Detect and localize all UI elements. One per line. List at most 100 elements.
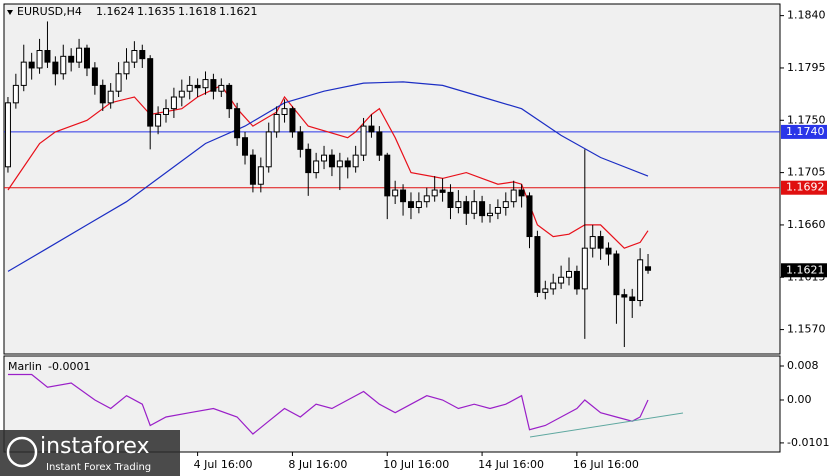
candle-body (226, 84, 233, 110)
candle-body (202, 79, 209, 89)
level-label: 1.1692 (786, 181, 825, 194)
chart-title: EURUSD,H4 (17, 5, 82, 18)
plot-layer: 1.18401.17951.17501.17051.16601.16151.15… (4, 9, 829, 471)
level-tag (781, 180, 827, 195)
candle-body (566, 270, 573, 278)
watermark-logo (6, 436, 38, 468)
candle-body (12, 84, 19, 104)
y-tick-label: 1.1660 (787, 218, 826, 231)
candle-body (573, 270, 580, 290)
candle-body (447, 191, 454, 208)
candle-body (273, 113, 280, 133)
y-tick-label: 1.1750 (787, 113, 826, 126)
candle-body (139, 50, 146, 60)
ma-line (7, 81, 649, 272)
candle-body (68, 55, 75, 63)
candle-body (281, 108, 288, 115)
candle-body (242, 137, 249, 156)
price-tag (781, 263, 827, 278)
candle-body (550, 282, 557, 290)
indicator-tick-label: -0.0101 (787, 436, 829, 449)
price-tag-label: 1.1621 (786, 263, 825, 276)
candle-body (471, 201, 478, 214)
candle-body (518, 189, 525, 197)
candle-body (439, 189, 446, 193)
candle-body (289, 108, 296, 133)
candle-body (336, 160, 343, 168)
candle-body (558, 276, 565, 284)
candle-body (218, 84, 225, 92)
candle-body (265, 131, 272, 168)
candle-body (147, 58, 154, 127)
candle-body (392, 189, 399, 197)
close-value: 1.1621 (219, 5, 258, 18)
candle-body (384, 154, 391, 197)
candle-body (534, 236, 541, 293)
candle-body (581, 247, 588, 290)
x-tick-label: 4 Jul 16:00 (194, 458, 253, 471)
candle-body (76, 47, 83, 63)
watermark: instaforex Instant Forex Trading (0, 430, 180, 476)
candle-body (313, 160, 320, 174)
candle-body (400, 189, 407, 203)
candle-body (162, 108, 169, 115)
open-value: 1.1624 (96, 5, 135, 18)
indicator-tick-label: 0.008 (787, 359, 819, 372)
indicator-name: Marlin (8, 360, 42, 373)
candle-body (415, 201, 422, 208)
candle-body (328, 154, 335, 168)
candle-body (20, 61, 27, 86)
candle-body (99, 84, 106, 104)
candle-body (360, 125, 367, 156)
candle-body (502, 201, 509, 208)
candle-body (321, 154, 328, 162)
candle-body (249, 154, 256, 185)
candle-body (194, 84, 201, 89)
candle-body (423, 195, 430, 203)
watermark-brand: instaforex (40, 434, 150, 459)
candle-body (170, 96, 177, 110)
candle-body (589, 236, 596, 249)
watermark-tagline: Instant Forex Trading (46, 462, 151, 473)
candle-body (613, 253, 620, 296)
y-tick-label: 1.1705 (787, 166, 826, 179)
candle-body (178, 90, 185, 98)
candle-body (155, 113, 162, 127)
y-tick-label: 1.1840 (787, 9, 826, 22)
watermark-box (0, 430, 180, 476)
menu-triangle (7, 10, 13, 15)
candle-body (629, 296, 636, 302)
candle-body (510, 189, 517, 203)
candle-body (234, 108, 241, 139)
candle-body (455, 201, 462, 208)
candle-body (297, 131, 304, 150)
candle-body (352, 154, 359, 168)
x-tick-label: 14 Jul 16:00 (478, 458, 544, 471)
candle-body (52, 61, 59, 75)
candle-body (542, 288, 549, 293)
candle-body (107, 90, 114, 104)
candle-body (486, 212, 493, 217)
x-tick-label: 16 Jul 16:00 (573, 458, 639, 471)
high-value: 1.1635 (137, 5, 176, 18)
candle-body (376, 131, 383, 156)
candle-body (305, 148, 312, 174)
candle-body (605, 247, 612, 255)
candle-body (368, 125, 375, 133)
price-pane (3, 3, 781, 355)
candle-body (83, 47, 90, 69)
candle-body (131, 50, 138, 63)
candle-body (344, 160, 351, 168)
candle-body (637, 259, 644, 302)
indicator-line (8, 373, 649, 435)
candle-body (494, 206, 501, 214)
candle-body (257, 166, 264, 185)
level-label: 1.1740 (786, 125, 825, 138)
y-tick-label: 1.1795 (787, 61, 826, 74)
level-tag (781, 124, 827, 139)
candle-body (645, 266, 652, 271)
x-tick-label: 8 Jul 16:00 (288, 458, 347, 471)
candle-body (123, 61, 130, 75)
candle-body (210, 79, 217, 92)
